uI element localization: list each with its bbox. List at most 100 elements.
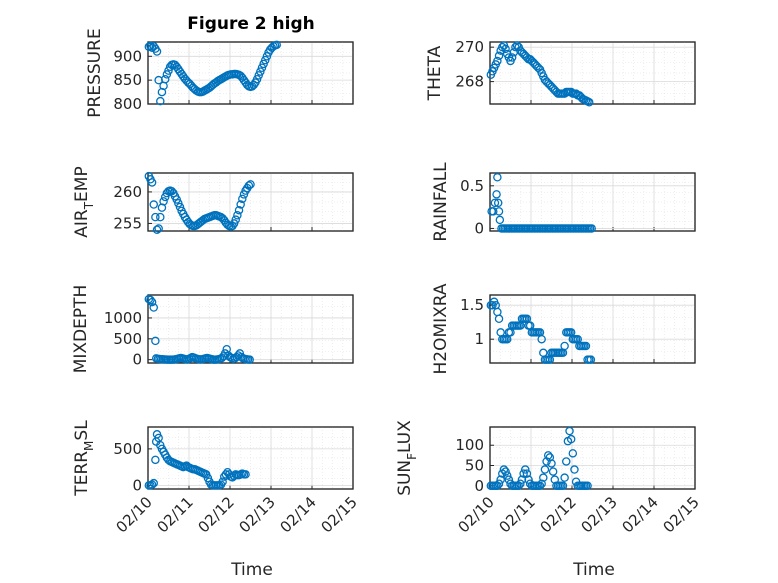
y-axis-label: SUNFLUX <box>395 420 419 496</box>
data-point <box>493 56 502 66</box>
subplot-pressure: 800 850 900 PRESSURE <box>85 28 354 118</box>
data-point <box>502 471 512 480</box>
x-axis-label-left: Time <box>230 560 273 580</box>
x-tick-label: 02/14 <box>619 493 662 536</box>
subplot-air_temp: 255 260 AIRTEMP <box>72 166 354 238</box>
data-point <box>256 67 265 76</box>
data-point <box>493 198 503 208</box>
data-point <box>560 341 569 351</box>
data-point <box>489 207 498 216</box>
y-tick-label: 500 <box>113 330 142 348</box>
data-point <box>494 207 504 216</box>
y-axis-label: AIRTEMP <box>72 166 96 237</box>
data-point <box>257 63 267 73</box>
y-tick-label: 270 <box>455 38 484 56</box>
x-tick-label: 02/11 <box>154 493 197 536</box>
data-point <box>543 451 553 460</box>
x-tick-label: 02/12 <box>537 493 580 536</box>
data-point <box>587 224 596 233</box>
x-tick-label: 02/14 <box>277 493 320 536</box>
y-tick-label: 800 <box>113 95 142 113</box>
data-series <box>487 173 596 233</box>
data-point <box>492 190 501 199</box>
y-axis-label: RAINFALL <box>431 162 451 242</box>
data-point <box>147 178 157 187</box>
data-point <box>537 334 546 344</box>
data-point <box>521 465 530 474</box>
y-tick-label: 1000 <box>104 309 142 327</box>
y-tick-label: 900 <box>113 47 142 65</box>
y-tick-label: 260 <box>113 183 142 201</box>
x-axis-label-right: Time <box>572 560 615 580</box>
x-tick-label: 02/10 <box>113 493 156 536</box>
x-tick-label: 02/10 <box>455 493 498 536</box>
data-point <box>233 210 242 220</box>
data-point <box>174 199 183 208</box>
data-point <box>272 40 281 50</box>
data-series <box>144 171 255 234</box>
data-point <box>519 469 528 478</box>
data-point <box>231 215 240 224</box>
data-series <box>486 426 592 491</box>
data-point <box>261 55 270 65</box>
data-point <box>539 473 548 482</box>
plot-frame <box>489 426 696 490</box>
y-tick-label: 0 <box>132 476 142 494</box>
y-axis-label: PRESSURE <box>85 28 105 117</box>
data-series <box>486 41 594 107</box>
data-point <box>494 314 504 324</box>
data-point <box>156 96 165 106</box>
data-point <box>172 195 181 204</box>
data-point <box>495 215 505 225</box>
data-series <box>144 40 281 106</box>
data-point <box>566 434 576 444</box>
figure-title: Figure 2 high <box>187 14 315 34</box>
y-axis-label: TERRMSL <box>72 420 96 497</box>
data-point <box>568 449 578 458</box>
data-point <box>586 355 596 364</box>
data-point <box>149 478 158 488</box>
y-tick-label: 1.5 <box>460 296 484 314</box>
x-tick-label: 02/13 <box>236 493 279 536</box>
data-point <box>162 70 172 79</box>
data-point <box>583 481 592 491</box>
plot-frame <box>147 172 354 232</box>
data-point <box>507 53 517 62</box>
data-point <box>570 465 579 474</box>
plot-frame <box>147 41 354 105</box>
data-point <box>254 71 263 80</box>
data-point <box>147 297 157 307</box>
x-tick-label: 02/12 <box>195 493 238 536</box>
data-point <box>154 224 163 233</box>
subplot-theta: 268 270 THETA <box>425 38 696 107</box>
data-point <box>147 480 157 489</box>
y-tick-label: 255 <box>113 214 142 232</box>
subplot-h2omixra: 1 1.5 H2OMIXRA <box>431 283 696 375</box>
data-point <box>540 465 550 474</box>
data-point <box>516 479 525 488</box>
data-point <box>160 74 170 84</box>
data-point <box>218 477 227 486</box>
data-point <box>152 225 162 234</box>
data-point <box>156 212 165 222</box>
y-tick-label: 50 <box>465 456 484 474</box>
subplot-grid: 800 850 900 PRESSURE 268 270 THETA 255 260 AIRTEM… <box>71 28 703 536</box>
data-point <box>229 219 239 228</box>
data-point <box>234 205 244 215</box>
data-series <box>144 294 254 364</box>
data-point <box>501 44 510 54</box>
y-tick-label: 850 <box>113 71 142 89</box>
data-point <box>245 355 254 364</box>
data-point <box>501 467 510 476</box>
data-point <box>548 467 558 476</box>
data-point <box>565 426 574 436</box>
data-point <box>537 479 546 488</box>
y-tick-label: 0 <box>474 477 484 495</box>
data-point <box>496 475 505 484</box>
y-tick-label: 1 <box>474 330 484 348</box>
data-point <box>584 98 594 107</box>
data-point <box>175 202 185 212</box>
data-point <box>560 473 569 482</box>
x-tick-label: 02/11 <box>496 493 539 536</box>
